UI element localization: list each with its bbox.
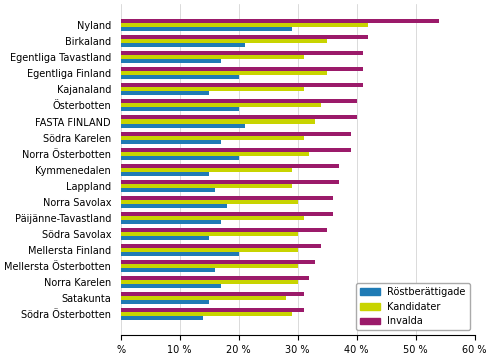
- Bar: [121, 228, 327, 232]
- Bar: [121, 292, 303, 296]
- Bar: [121, 136, 303, 140]
- Bar: [121, 140, 221, 144]
- Bar: [121, 180, 339, 184]
- Bar: [121, 312, 292, 316]
- Bar: [121, 172, 209, 176]
- Bar: [121, 276, 309, 280]
- Bar: [121, 120, 315, 123]
- Bar: [121, 236, 209, 240]
- Bar: [121, 27, 292, 31]
- Legend: Röstberättigade, Kandidater, Invalda: Röstberättigade, Kandidater, Invalda: [356, 283, 470, 330]
- Bar: [121, 59, 221, 63]
- Bar: [121, 148, 351, 151]
- Bar: [121, 43, 245, 47]
- Bar: [121, 116, 356, 120]
- Bar: [121, 244, 321, 248]
- Bar: [121, 280, 298, 284]
- Bar: [121, 260, 315, 264]
- Bar: [121, 268, 215, 272]
- Bar: [121, 155, 239, 160]
- Bar: [121, 296, 286, 300]
- Bar: [121, 164, 339, 168]
- Bar: [121, 232, 298, 236]
- Bar: [121, 216, 303, 220]
- Bar: [121, 200, 298, 204]
- Bar: [121, 300, 209, 304]
- Bar: [121, 131, 351, 136]
- Bar: [121, 23, 368, 27]
- Bar: [121, 103, 321, 107]
- Bar: [121, 107, 239, 112]
- Bar: [121, 196, 333, 200]
- Bar: [121, 19, 439, 23]
- Bar: [121, 188, 215, 192]
- Bar: [121, 308, 303, 312]
- Bar: [121, 212, 333, 216]
- Bar: [121, 248, 298, 252]
- Bar: [121, 51, 362, 55]
- Bar: [121, 284, 221, 288]
- Bar: [121, 92, 209, 95]
- Bar: [121, 168, 292, 172]
- Bar: [121, 123, 245, 127]
- Bar: [121, 220, 221, 224]
- Bar: [121, 67, 362, 71]
- Bar: [121, 316, 203, 320]
- Bar: [121, 184, 292, 188]
- Bar: [121, 264, 298, 268]
- Bar: [121, 75, 239, 79]
- Bar: [121, 252, 239, 256]
- Bar: [121, 87, 303, 92]
- Bar: [121, 71, 327, 75]
- Bar: [121, 39, 327, 43]
- Bar: [121, 55, 303, 59]
- Bar: [121, 151, 309, 155]
- Bar: [121, 99, 356, 103]
- Bar: [121, 204, 227, 208]
- Bar: [121, 35, 368, 39]
- Bar: [121, 83, 362, 87]
